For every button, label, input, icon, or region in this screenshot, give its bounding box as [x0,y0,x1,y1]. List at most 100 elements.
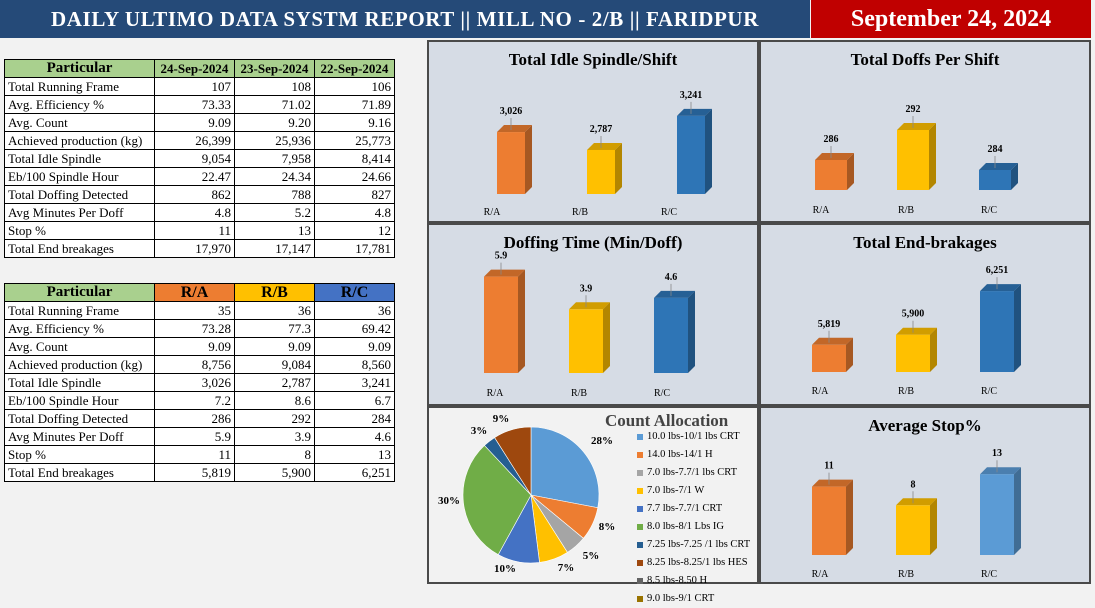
data-label: 2,787 [590,124,613,135]
row-label: Total Idle Spindle [4,149,155,168]
cell-value: 6.7 [314,391,395,410]
legend-swatch [637,523,643,530]
count-allocation-chart: Count Allocation 28% 8% 5% 7% 10% 30% 3% 9% 10.… [427,406,759,604]
table-row: Avg Minutes Per Doff 5.9 3.9 4.6 [4,427,395,446]
data-label: 3,241 [680,90,703,101]
row-label: Total Running Frame [4,77,155,96]
data-label: 6,251 [986,265,1009,276]
row-label: Avg. Efficiency % [4,95,155,114]
row-label: Avg. Count [4,113,155,132]
pie-legend: 10.0 lbs-10/1 lbs CRT 14.0 lbs-14/1 H 7.0 … [637,428,750,608]
category-label: R/C [981,386,997,397]
cell-value: 35 [154,301,235,320]
bar-top [569,302,610,310]
legend-label: 8.0 lbs-8/1 Lbs IG [647,521,724,532]
cell-value: 73.28 [154,319,235,338]
row-label: Total End breakages [4,239,155,258]
cell-value: 36 [234,301,315,320]
bar-side [846,337,853,372]
row-label: Stop % [4,221,155,240]
table-row: Avg. Efficiency % 73.33 71.02 71.89 [4,95,395,114]
data-label: 8 [911,479,916,490]
row-label: Avg. Count [4,337,155,356]
row-label: Eb/100 Spindle Hour [4,167,155,186]
cell-value: 3,241 [314,373,395,392]
row-label: Avg Minutes Per Doff [4,427,155,446]
bar-side [1014,467,1021,555]
column-header: 23-Sep-2024 [234,59,315,78]
end-breakages-plot: 5,819 R/A 5,900 R/B 6,251 R/C [812,265,1021,397]
data-label: 4.6 [665,272,678,283]
chart-title: Average Stop% [868,416,982,435]
legend-item: 9.0 lbs-9/1 CRT [637,590,750,608]
cell-value: 73.33 [154,95,235,114]
category-label: R/B [571,388,587,399]
cell-value: 13 [314,445,395,464]
table-row: Total End breakages 17,970 17,147 17,781 [4,239,395,258]
bar-top [980,467,1021,475]
legend-item: 14.0 lbs-14/1 H [637,446,750,464]
average-stop-chart: Average Stop% 11 R/A 8 R/B 13 R/C [759,406,1091,584]
data-label: 5,900 [902,309,925,320]
legend-item: 8.25 lbs-8.25/1 lbs HES [637,554,750,572]
bar [654,297,688,373]
bar-side [930,498,937,555]
row-label: Stop % [4,445,155,464]
column-header: R/A [154,283,235,302]
table-row: Total Idle Spindle 9,054 7,958 8,414 [4,149,395,168]
cell-value: 11 [154,445,235,464]
row-label: Avg. Efficiency % [4,319,155,338]
doffing-time-chart: Doffing Time (Min/Doff) 5.9 R/A 3.9 R/B 4.6 R… [427,223,759,406]
bar [896,505,930,555]
row-label: Total Doffing Detected [4,185,155,204]
table-row: Avg Minutes Per Doff 4.8 5.2 4.8 [4,203,395,222]
category-label: R/C [981,569,997,580]
report-date: September 24, 2024 [811,0,1091,38]
table-row: Achieved production (kg) 8,756 9,084 8,560 [4,355,395,374]
cell-value: 8,414 [314,149,395,168]
cell-value: 5.2 [234,203,315,222]
legend-swatch [637,505,643,512]
cell-value: 8,756 [154,355,235,374]
row-label: Total End breakages [4,463,155,482]
data-label: 5,819 [818,319,841,330]
legend-label: 10.0 lbs-10/1 lbs CRT [647,431,740,442]
legend-label: 7.25 lbs-7.25 /1 lbs CRT [647,539,751,550]
row-label: Achieved production (kg) [4,355,155,374]
cell-value: 6,251 [314,463,395,482]
row-label: Total Idle Spindle [4,373,155,392]
report-title: DAILY ULTIMO DATA SYSTM REPORT || MILL N… [0,0,810,38]
legend-swatch [637,559,643,566]
cell-value: 5,900 [234,463,315,482]
cell-value: 17,970 [154,239,235,258]
cell-value: 788 [234,185,315,204]
legend-swatch [637,577,643,584]
cell-value: 25,936 [234,131,315,150]
cell-value: 8 [234,445,315,464]
pie-slice [530,426,600,509]
cell-value: 24.66 [314,167,395,186]
legend-item: 7.0 lbs-7/1 W [637,482,750,500]
data-label: 284 [988,144,1003,155]
slice-label: 5% [583,550,600,562]
cell-value: 4.8 [314,203,395,222]
legend-label: 7.7 lbs-7.7/1 CRT [647,503,723,514]
cell-value: 36 [314,301,395,320]
bar [677,115,705,194]
pie-slice [462,445,532,555]
table-row: Avg. Efficiency % 73.28 77.3 69.42 [4,319,395,338]
legend-swatch [637,451,643,458]
bar [896,334,930,372]
bar [815,160,847,190]
bar-side [1011,163,1018,190]
bar-top [897,123,936,130]
category-label: R/A [812,386,829,397]
bar-top [812,337,853,345]
category-label: R/A [812,569,829,580]
category-label: R/C [661,207,677,218]
cell-value: 862 [154,185,235,204]
data-label: 11 [824,461,833,472]
bar-top [654,290,695,298]
table-row: Total Running Frame 107 108 106 [4,77,395,96]
row-label: Total Doffing Detected [4,409,155,428]
